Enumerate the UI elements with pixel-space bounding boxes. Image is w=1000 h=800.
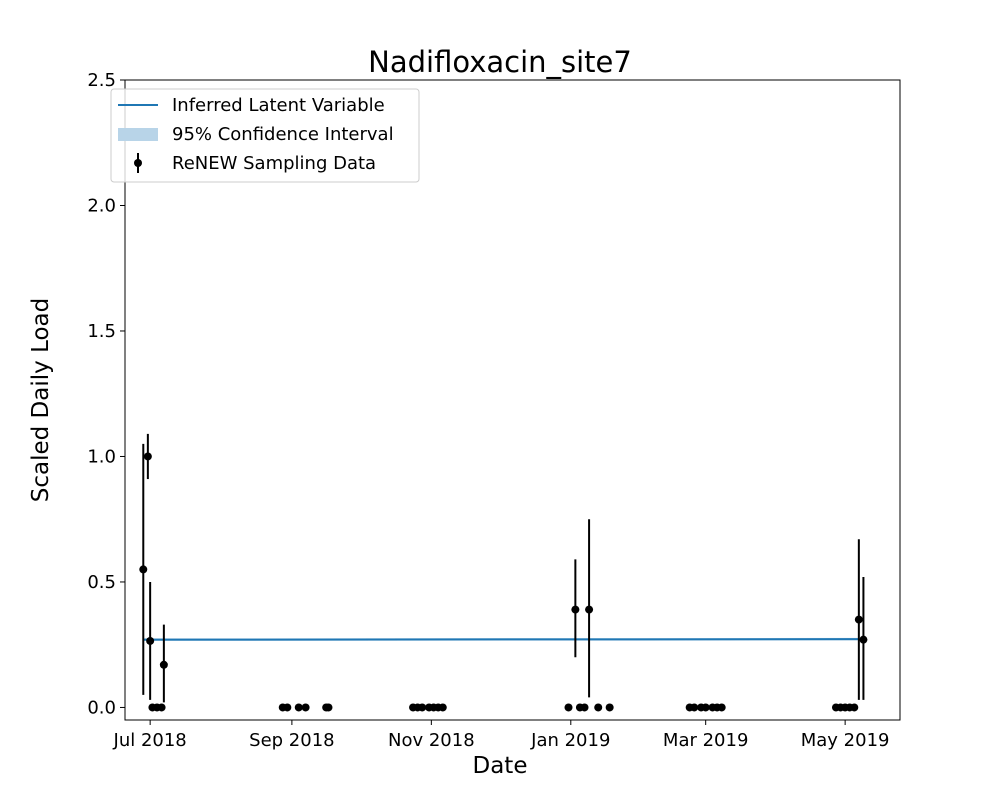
latent-variable-line xyxy=(143,639,859,640)
legend-label-sampling: ReNEW Sampling Data xyxy=(172,153,376,174)
sample-point xyxy=(565,703,573,711)
sample-point xyxy=(606,703,614,711)
sample-point xyxy=(158,703,166,711)
x-tick-label: May 2019 xyxy=(801,730,890,751)
x-axis: Jul 2018 Sep 2018 Nov 2018 Jan 2019 Mar 2019… xyxy=(113,720,890,751)
y-tick-label: 0.5 xyxy=(87,572,116,593)
sample-point xyxy=(850,703,858,711)
sample-point xyxy=(418,703,426,711)
x-axis-label: Date xyxy=(473,753,528,779)
sample-point xyxy=(571,606,579,614)
sample-point xyxy=(690,703,698,711)
sample-point xyxy=(146,637,154,645)
y-tick-label: 2.5 xyxy=(87,70,116,91)
sample-point xyxy=(144,452,152,460)
legend-label-latent: Inferred Latent Variable xyxy=(172,95,385,116)
sample-point xyxy=(139,565,147,573)
latent-line-layer xyxy=(143,639,859,640)
sample-point xyxy=(702,703,710,711)
y-tick-label: 1.0 xyxy=(87,446,116,467)
sample-point xyxy=(160,661,168,669)
legend-band-swatch xyxy=(118,128,158,141)
sample-point xyxy=(859,636,867,644)
sample-point xyxy=(585,606,593,614)
y-axis-label: Scaled Daily Load xyxy=(28,298,54,502)
y-tick-label: 0.0 xyxy=(87,697,116,718)
chart-title: Nadifloxacin_site7 xyxy=(368,45,632,79)
x-tick-label: Mar 2019 xyxy=(663,730,749,751)
sample-point xyxy=(718,703,726,711)
sample-point xyxy=(324,703,332,711)
legend: Inferred Latent Variable 95% Confidence … xyxy=(111,89,419,182)
sample-point xyxy=(295,703,303,711)
sample-point xyxy=(594,703,602,711)
x-tick-label: Nov 2018 xyxy=(388,730,475,751)
legend-label-ci: 95% Confidence Interval xyxy=(172,124,394,145)
x-tick-label: Jul 2018 xyxy=(113,730,187,751)
sample-point xyxy=(439,703,447,711)
sample-point xyxy=(302,703,310,711)
sample-point xyxy=(283,703,291,711)
x-tick-label: Sep 2018 xyxy=(249,730,334,751)
y-tick-label: 2.0 xyxy=(87,195,116,216)
sample-point xyxy=(855,616,863,624)
legend-point-swatch xyxy=(134,159,142,167)
sample-point xyxy=(581,703,589,711)
y-tick-label: 1.5 xyxy=(87,321,116,342)
x-tick-label: Jan 2019 xyxy=(530,730,610,751)
